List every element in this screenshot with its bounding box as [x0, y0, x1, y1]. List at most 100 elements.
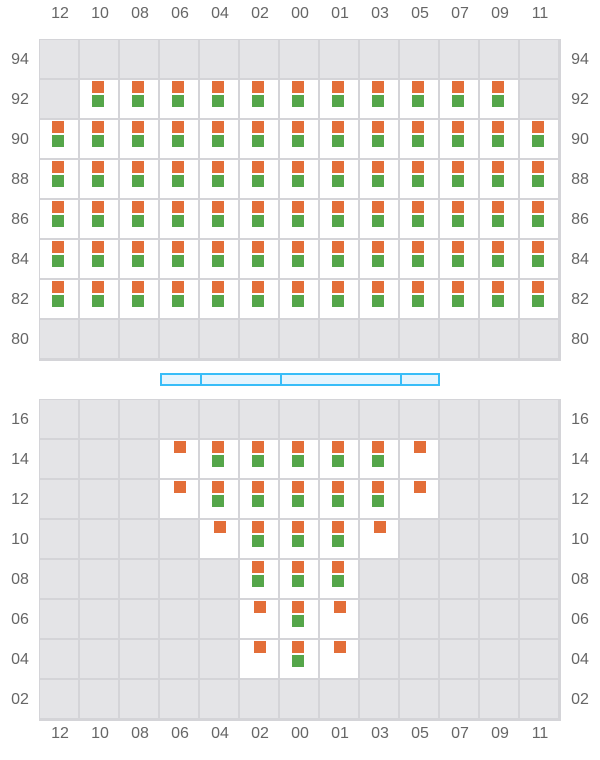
orange-marker[interactable] [212, 121, 224, 133]
cell-available[interactable] [360, 280, 398, 318]
green-marker[interactable] [132, 175, 144, 187]
orange-marker[interactable] [292, 281, 304, 293]
cell-available[interactable] [360, 80, 398, 118]
green-marker[interactable] [372, 295, 384, 307]
green-marker[interactable] [292, 95, 304, 107]
orange-marker[interactable] [292, 241, 304, 253]
green-marker[interactable] [332, 215, 344, 227]
green-marker[interactable] [252, 495, 264, 507]
cell-available[interactable] [320, 200, 358, 238]
orange-marker[interactable] [132, 121, 144, 133]
orange-marker[interactable] [174, 441, 186, 453]
cell-available[interactable] [360, 160, 398, 198]
cell-available[interactable] [80, 80, 118, 118]
cell-available[interactable] [280, 280, 318, 318]
orange-marker[interactable] [52, 161, 64, 173]
orange-marker[interactable] [92, 281, 104, 293]
cell-available[interactable] [280, 440, 318, 478]
cell-available[interactable] [240, 560, 278, 598]
green-marker[interactable] [212, 295, 224, 307]
green-marker[interactable] [412, 255, 424, 267]
orange-marker[interactable] [252, 281, 264, 293]
green-marker[interactable] [452, 135, 464, 147]
orange-marker[interactable] [132, 161, 144, 173]
cell-available[interactable] [40, 240, 78, 278]
cell-available[interactable] [240, 160, 278, 198]
cell-available[interactable] [200, 440, 238, 478]
cell-available[interactable] [320, 280, 358, 318]
cell-available[interactable] [80, 120, 118, 158]
orange-marker[interactable] [412, 281, 424, 293]
green-marker[interactable] [332, 535, 344, 547]
orange-marker[interactable] [52, 281, 64, 293]
cell-available[interactable] [360, 520, 398, 558]
cell-available[interactable] [480, 240, 518, 278]
cell-available[interactable] [320, 640, 358, 678]
orange-marker[interactable] [292, 521, 304, 533]
green-marker[interactable] [172, 135, 184, 147]
cell-available[interactable] [160, 240, 198, 278]
cell-available[interactable] [360, 200, 398, 238]
green-marker[interactable] [372, 255, 384, 267]
green-marker[interactable] [372, 135, 384, 147]
orange-marker[interactable] [254, 601, 266, 613]
cell-available[interactable] [240, 520, 278, 558]
orange-marker[interactable] [252, 81, 264, 93]
cell-available[interactable] [400, 240, 438, 278]
green-marker[interactable] [132, 135, 144, 147]
green-marker[interactable] [292, 255, 304, 267]
cell-available[interactable] [160, 480, 198, 518]
green-marker[interactable] [452, 215, 464, 227]
orange-marker[interactable] [132, 201, 144, 213]
cell-available[interactable] [520, 160, 558, 198]
orange-marker[interactable] [292, 641, 304, 653]
cell-available[interactable] [240, 280, 278, 318]
green-marker[interactable] [252, 295, 264, 307]
cell-available[interactable] [400, 80, 438, 118]
orange-marker[interactable] [252, 481, 264, 493]
green-marker[interactable] [252, 175, 264, 187]
cell-available[interactable] [120, 200, 158, 238]
orange-marker[interactable] [292, 121, 304, 133]
green-marker[interactable] [452, 95, 464, 107]
orange-marker[interactable] [174, 481, 186, 493]
cell-available[interactable] [120, 80, 158, 118]
orange-marker[interactable] [172, 81, 184, 93]
orange-marker[interactable] [532, 161, 544, 173]
cell-available[interactable] [200, 120, 238, 158]
orange-marker[interactable] [372, 201, 384, 213]
orange-marker[interactable] [452, 201, 464, 213]
green-marker[interactable] [492, 295, 504, 307]
orange-marker[interactable] [172, 161, 184, 173]
cell-available[interactable] [40, 160, 78, 198]
orange-marker[interactable] [452, 81, 464, 93]
orange-marker[interactable] [332, 241, 344, 253]
cell-available[interactable] [80, 160, 118, 198]
orange-marker[interactable] [132, 241, 144, 253]
orange-marker[interactable] [52, 201, 64, 213]
green-marker[interactable] [212, 255, 224, 267]
cell-available[interactable] [240, 600, 278, 638]
cell-available[interactable] [480, 280, 518, 318]
green-marker[interactable] [332, 575, 344, 587]
cell-available[interactable] [280, 80, 318, 118]
green-marker[interactable] [292, 535, 304, 547]
cell-available[interactable] [320, 120, 358, 158]
orange-marker[interactable] [212, 81, 224, 93]
orange-marker[interactable] [252, 121, 264, 133]
cell-available[interactable] [480, 120, 518, 158]
green-marker[interactable] [252, 255, 264, 267]
green-marker[interactable] [532, 215, 544, 227]
green-marker[interactable] [372, 175, 384, 187]
orange-marker[interactable] [292, 601, 304, 613]
cell-available[interactable] [120, 160, 158, 198]
cell-available[interactable] [360, 480, 398, 518]
green-marker[interactable] [532, 255, 544, 267]
green-marker[interactable] [292, 455, 304, 467]
cell-available[interactable] [320, 160, 358, 198]
green-marker[interactable] [252, 575, 264, 587]
green-marker[interactable] [412, 95, 424, 107]
orange-marker[interactable] [412, 201, 424, 213]
cell-available[interactable] [200, 200, 238, 238]
green-marker[interactable] [92, 295, 104, 307]
